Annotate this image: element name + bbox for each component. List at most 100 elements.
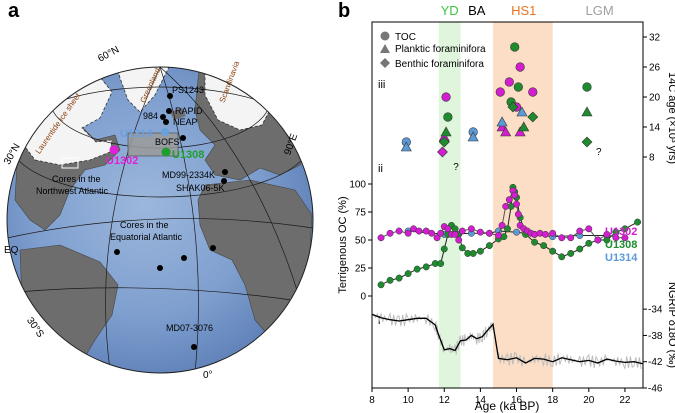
data-point-u1302 [476, 228, 484, 236]
greenland-landmass [114, 67, 171, 113]
data-point-u1302 [541, 230, 549, 238]
data-point-u1302 [585, 225, 593, 233]
site-bofs-label: BOFS [155, 137, 180, 147]
site-ps1243-label: PS1243 [172, 85, 204, 95]
nw-atlantic-label-line1: Cores in the [52, 174, 101, 184]
legend: TOC Planktic foraminifora Benthic forami… [380, 31, 486, 70]
site-rapid-marker [166, 108, 172, 114]
period-yd-label: YD [441, 3, 459, 18]
data-point-u1302 [437, 229, 445, 237]
site-md07-label: MD07-3076 [166, 323, 213, 333]
data-point-u1308 [540, 242, 548, 250]
question-mark-2: ? [596, 147, 602, 158]
data-point-u1302 [415, 227, 423, 235]
data-point-u1302 [451, 230, 459, 238]
legend-benthic-label: Benthic foraminifora [395, 59, 484, 70]
c14-planktic-u1314 [496, 116, 508, 127]
c14-benthic-u1308 [438, 136, 450, 148]
data-point-u1308 [485, 242, 493, 250]
c14-planktic-u1308 [518, 121, 530, 132]
c14-planktic-u1314 [467, 131, 479, 142]
site-md99-marker [222, 169, 228, 175]
data-point-u1302 [444, 225, 452, 233]
c14-benthic-u1302 [437, 146, 448, 158]
site-u1308-marker [161, 147, 171, 157]
c14-planktic-u1314 [516, 106, 528, 117]
data-point-u1302 [502, 202, 510, 210]
right-bottom-axis-label-text: NGRIP δ18O (‰) [666, 282, 675, 368]
data-point-u1302 [377, 234, 385, 242]
data-point-u1308 [422, 263, 430, 271]
x-tick-label: 20 [583, 395, 595, 406]
site-rapid-label: RAPID [175, 106, 203, 116]
data-point-u1308 [437, 260, 445, 267]
lon-0-label: 0° [203, 370, 213, 381]
x-tick-label: 10 [403, 395, 415, 406]
c14-planktic-u1314 [400, 141, 412, 152]
right-top-tick-label: 32 [649, 33, 661, 44]
globe-outline [6, 66, 314, 374]
data-point-u1308 [476, 247, 484, 255]
data-point-u1302 [513, 200, 520, 208]
eq-atlantic-label-line1: Cores in the [120, 220, 169, 230]
data-point-u1302 [433, 234, 441, 242]
data-point-u1308 [549, 247, 557, 255]
c14-toc-u1302 [504, 77, 514, 87]
series-label-u1308: U1308 [605, 239, 637, 251]
legend-planktic-symbol [380, 44, 390, 53]
data-point-u1302 [612, 234, 620, 242]
left-tick-label: 25 [355, 264, 367, 275]
nw-atlantic-inset-box [61, 157, 79, 169]
data-point-u1302 [495, 232, 502, 239]
hs1-shade [493, 22, 553, 388]
data-point-u1308 [377, 281, 385, 289]
c14-benthic-u1308 [581, 136, 593, 148]
legend-planktic-label: Planktic foraminifora [395, 44, 486, 55]
site-u1302-label: U1302 [106, 155, 138, 167]
c14-toc-u1308 [510, 42, 520, 52]
site-u1308-label: U1308 [172, 149, 204, 161]
data-point-u1308 [458, 244, 466, 252]
left-tick-label: 0 [360, 292, 366, 303]
data-point-u1302 [498, 221, 506, 229]
eq-core-marker [114, 249, 120, 255]
data-point-u1302 [621, 234, 629, 242]
right-bottom-tick-label: -46 [648, 384, 663, 395]
period-lgm-label: LGM [586, 3, 614, 18]
period-hs1-label: HS1 [511, 3, 536, 18]
c14-planktic-u1302 [500, 126, 512, 137]
x-tick-label: 8 [369, 395, 375, 406]
data-point-u1302 [428, 229, 436, 237]
c14-toc-u1302 [441, 92, 451, 102]
panel-b-letter: b [338, 0, 351, 22]
iceland-landmass [170, 108, 186, 120]
ngrip-series [371, 311, 644, 371]
site-984-label: 984 [143, 111, 158, 121]
data-point-u1302 [514, 210, 522, 218]
data-point-u1302 [603, 230, 611, 238]
x-tick-label: 16 [511, 395, 523, 406]
site-neap-marker [163, 119, 169, 125]
right-top-tick-label: 20 [649, 93, 661, 104]
right-top-axis-label: 14C age (×10³ yrs) [666, 72, 675, 164]
left-tick-label: 50 [355, 236, 367, 247]
legend-toc-symbol [380, 31, 390, 41]
x-tick-label: 18 [547, 395, 559, 406]
globe-map: 60°N 30°N EQ 30°S 90°E 0° Laurentide ice… [2, 44, 314, 381]
data-point-u1302 [505, 196, 513, 204]
lat-60n-label: 60°N [96, 44, 121, 64]
data-point-u1308 [469, 249, 477, 257]
c14-toc-u1302 [528, 87, 538, 97]
site-shak-marker [221, 178, 227, 184]
data-point-u1308 [395, 274, 403, 282]
axes: 8 10 12 14 16 18 20 22 0 25 50 75 100 8 14 20 26 32 -34 -38… [349, 33, 663, 407]
c14-toc-u1308 [513, 82, 523, 92]
data-point-u1302 [594, 236, 602, 244]
eq-label: EQ [4, 245, 19, 256]
roman-ii: ii [378, 163, 383, 175]
ngrip-smoothed-line [371, 313, 644, 365]
right-bottom-tick-label: -42 [648, 357, 663, 368]
nw-atlantic-label-line2: Northwest Atlantic [36, 186, 109, 196]
data-point-u1308 [621, 225, 629, 233]
site-md07-marker [191, 344, 197, 350]
